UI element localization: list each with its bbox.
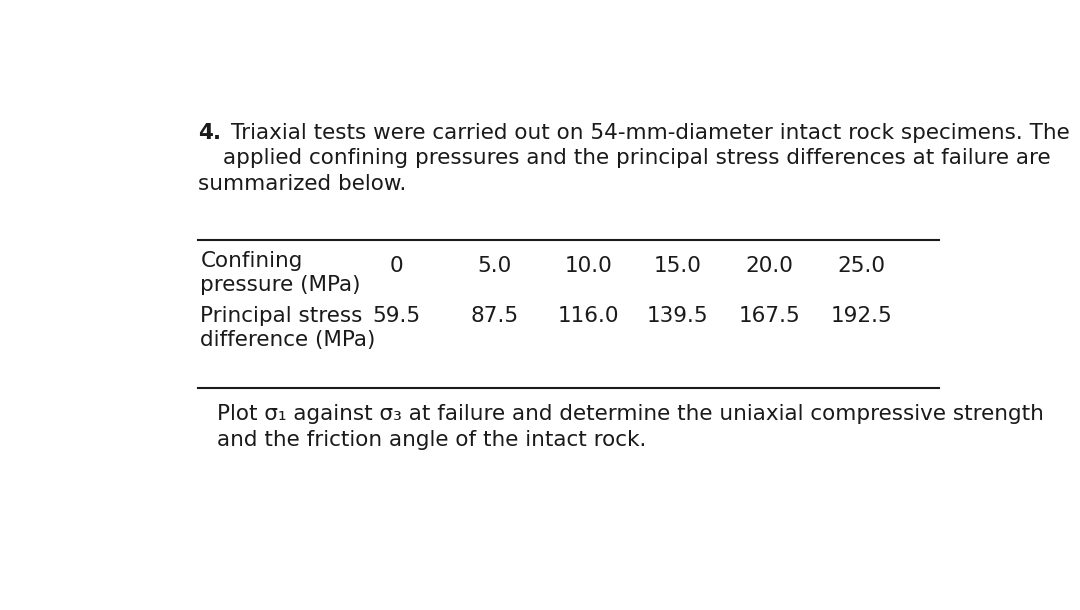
Text: 0: 0: [389, 256, 403, 276]
Text: pressure (MPa): pressure (MPa): [200, 274, 361, 295]
Text: summarized below.: summarized below.: [198, 174, 406, 194]
Text: and the friction angle of the intact rock.: and the friction angle of the intact roc…: [217, 430, 647, 450]
Text: Principal stress: Principal stress: [200, 306, 363, 326]
Text: 116.0: 116.0: [558, 306, 620, 326]
Text: Plot σ₁ against σ₃ at failure and determine the uniaxial compressive strength: Plot σ₁ against σ₃ at failure and determ…: [217, 404, 1044, 425]
Text: 167.5: 167.5: [739, 306, 800, 326]
Text: 139.5: 139.5: [647, 306, 708, 326]
Text: 5.0: 5.0: [477, 256, 512, 276]
Text: 25.0: 25.0: [837, 256, 886, 276]
Text: Triaxial tests were carried out on 54-mm-diameter intact rock specimens. The: Triaxial tests were carried out on 54-mm…: [231, 123, 1070, 143]
Text: 87.5: 87.5: [471, 306, 519, 326]
Text: 4.: 4.: [198, 123, 221, 143]
Text: difference (MPa): difference (MPa): [200, 329, 376, 350]
Text: 20.0: 20.0: [745, 256, 794, 276]
Text: 10.0: 10.0: [565, 256, 612, 276]
Text: Confining: Confining: [200, 251, 302, 271]
Text: 15.0: 15.0: [653, 256, 701, 276]
Text: 59.5: 59.5: [373, 306, 420, 326]
Text: 192.5: 192.5: [831, 306, 892, 326]
Text: applied confining pressures and the principal stress differences at failure are: applied confining pressures and the prin…: [222, 148, 1051, 168]
